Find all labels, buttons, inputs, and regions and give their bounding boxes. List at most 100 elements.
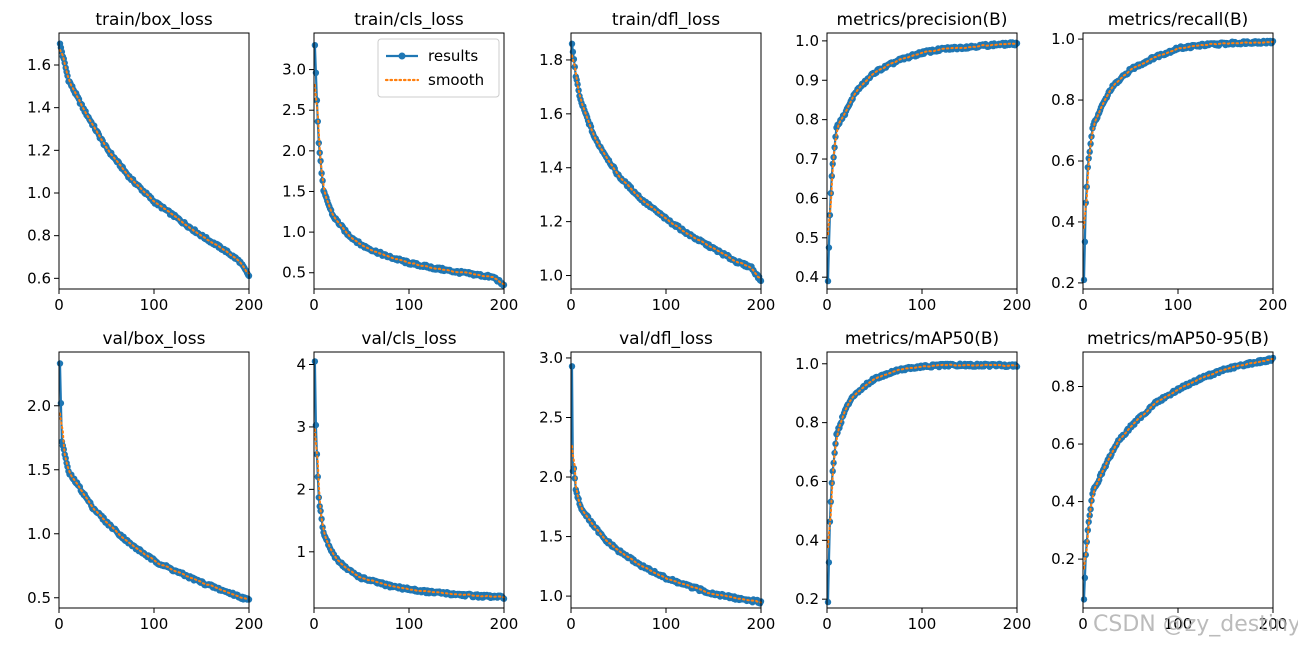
panel-metrics-recall-b: metrics/recall(B) 0.2 0.4 0.6 0.8 1.0 0 100 200	[1051, 10, 1287, 314]
y-tick-label: 1.2	[539, 213, 563, 231]
x-tick-label: 200	[1259, 296, 1288, 314]
smooth-line	[827, 42, 1018, 236]
legend: results smooth	[377, 38, 500, 98]
x-tick-label: 100	[1164, 615, 1193, 633]
x-tick-label: 200	[1259, 615, 1288, 633]
axes-frame	[313, 351, 505, 609]
results-markers	[1080, 37, 1277, 284]
axes-frame	[1082, 351, 1274, 609]
x-tick-label: 0	[54, 296, 64, 314]
x-tick-label: 0	[309, 615, 319, 633]
panel-metrics-map50-b: metrics/mAP50(B) 0.2 0.4 0.6 0.8 1.0 0 100 200	[795, 329, 1031, 633]
x-tick-label: 0	[566, 296, 576, 314]
y-tick-label: 0.9	[795, 71, 819, 89]
panel-title: val/dfl_loss	[619, 329, 713, 349]
x-tick-label: 200	[235, 296, 264, 314]
panel-title: train/box_loss	[95, 10, 213, 30]
panel-val-cls-loss: val/cls_loss 1 2 3 4 0 100 200	[296, 329, 518, 633]
panel-title: val/cls_loss	[361, 329, 456, 349]
panel-val-box-loss: val/box_loss 0.5 1.0 1.5 2.0 0 100 200	[27, 329, 263, 633]
x-tick-label: 0	[54, 615, 64, 633]
y-tick-label: 1.0	[539, 587, 563, 605]
x-tick-label: 0	[1078, 296, 1088, 314]
data-point	[574, 81, 581, 88]
x-tick-label: 100	[1164, 296, 1193, 314]
data-point	[318, 170, 325, 177]
panel-train-cls-loss: train/cls_loss 0.5 1.0 1.5 2.0 2.5 3.0 0 100 200 r…	[282, 10, 518, 314]
y-tick-label: 0.4	[1051, 213, 1075, 231]
y-tick-label: 2.5	[282, 101, 306, 119]
results-line	[1082, 357, 1274, 600]
y-tick-label: 2.0	[27, 397, 51, 415]
results-line	[826, 362, 1018, 603]
data-point	[1087, 140, 1094, 147]
data-point	[824, 598, 832, 606]
results-markers	[56, 40, 253, 279]
panel-title: val/box_loss	[103, 329, 206, 349]
smooth-line	[59, 48, 250, 275]
y-tick-label: 1.0	[282, 223, 306, 241]
y-tick-label: 1.6	[27, 56, 51, 74]
data-point	[1080, 596, 1088, 603]
y-tick-label: 1.5	[539, 528, 563, 546]
y-tick-label: 1.4	[27, 99, 51, 117]
y-tick-label: 1.5	[27, 461, 51, 479]
y-tick-label: 0.6	[795, 189, 819, 207]
y-tick-label: 0.4	[795, 268, 819, 286]
x-tick-label: 0	[822, 296, 832, 314]
y-tick-label: 1.4	[539, 159, 563, 177]
smooth-line	[571, 54, 762, 280]
panel-title: metrics/recall(B)	[1108, 10, 1249, 30]
y-tick-label: 1.5	[282, 182, 306, 200]
panel-metrics-map50-95-b: metrics/mAP50-95(B) 0.2 0.4 0.6 0.8 0 100 200	[1051, 329, 1287, 633]
y-tick-label: 1.6	[539, 105, 563, 123]
smooth-line	[1083, 358, 1274, 570]
data-point	[1080, 276, 1088, 284]
results-markers	[824, 39, 1021, 285]
data-point	[826, 518, 834, 525]
y-tick-label: 0.6	[1051, 152, 1075, 170]
smooth-line	[313, 83, 505, 286]
y-tick-label: 3.0	[539, 349, 563, 367]
y-tick-label: 0.8	[27, 227, 51, 245]
y-tick-label: 0.5	[795, 229, 819, 247]
x-tick-label: 200	[747, 296, 776, 314]
axes-frame	[313, 32, 505, 290]
x-tick-label: 0	[822, 615, 832, 633]
y-tick-label: 0.2	[1051, 550, 1075, 568]
data-point	[311, 42, 319, 49]
results-markers	[1080, 354, 1277, 603]
results-line	[570, 43, 762, 282]
y-tick-label: 2	[296, 480, 306, 498]
data-point	[568, 40, 576, 47]
x-tick-label: 100	[908, 296, 937, 314]
y-tick-label: 1.8	[539, 51, 563, 69]
panel-title: train/dfl_loss	[612, 10, 720, 30]
y-tick-label: 1.2	[27, 141, 51, 159]
panel-train-dfl-loss: train/dfl_loss 1.0 1.2 1.4 1.6 1.8 0 100 200	[539, 10, 775, 314]
y-tick-label: 0.8	[795, 414, 819, 432]
x-tick-label: 200	[1003, 296, 1032, 314]
x-tick-label: 100	[140, 296, 169, 314]
y-tick-label: 4	[296, 355, 306, 373]
x-tick-label: 200	[490, 296, 519, 314]
x-tick-label: 100	[652, 296, 681, 314]
data-point	[568, 363, 576, 370]
y-tick-label: 1.0	[795, 32, 819, 50]
y-tick-label: 0.2	[795, 590, 819, 608]
panel-val-dfl-loss: val/dfl_loss 1.0 1.5 2.0 2.5 3.0 0 100 200	[539, 329, 775, 633]
y-tick-label: 1	[296, 543, 306, 561]
x-tick-label: 100	[652, 615, 681, 633]
data-point	[830, 459, 837, 467]
panel-title: train/cls_loss	[354, 10, 464, 30]
y-tick-label: 0.6	[1051, 435, 1075, 453]
results-line	[570, 366, 762, 605]
panel-train-box-loss: train/box_loss 0.6 0.8 1.0 1.2 1.4 1.6 0 100 200	[27, 10, 263, 314]
panel-metrics-precision-b: metrics/precision(B) 0.4 0.5 0.6 0.7 0.8 0.9 1.…	[795, 10, 1031, 314]
data-point	[570, 465, 578, 472]
x-tick-label: 200	[747, 615, 776, 633]
axes-frame	[58, 351, 250, 609]
results-line	[826, 41, 1018, 282]
y-tick-label: 1.0	[1051, 30, 1075, 48]
x-tick-label: 200	[490, 615, 519, 633]
